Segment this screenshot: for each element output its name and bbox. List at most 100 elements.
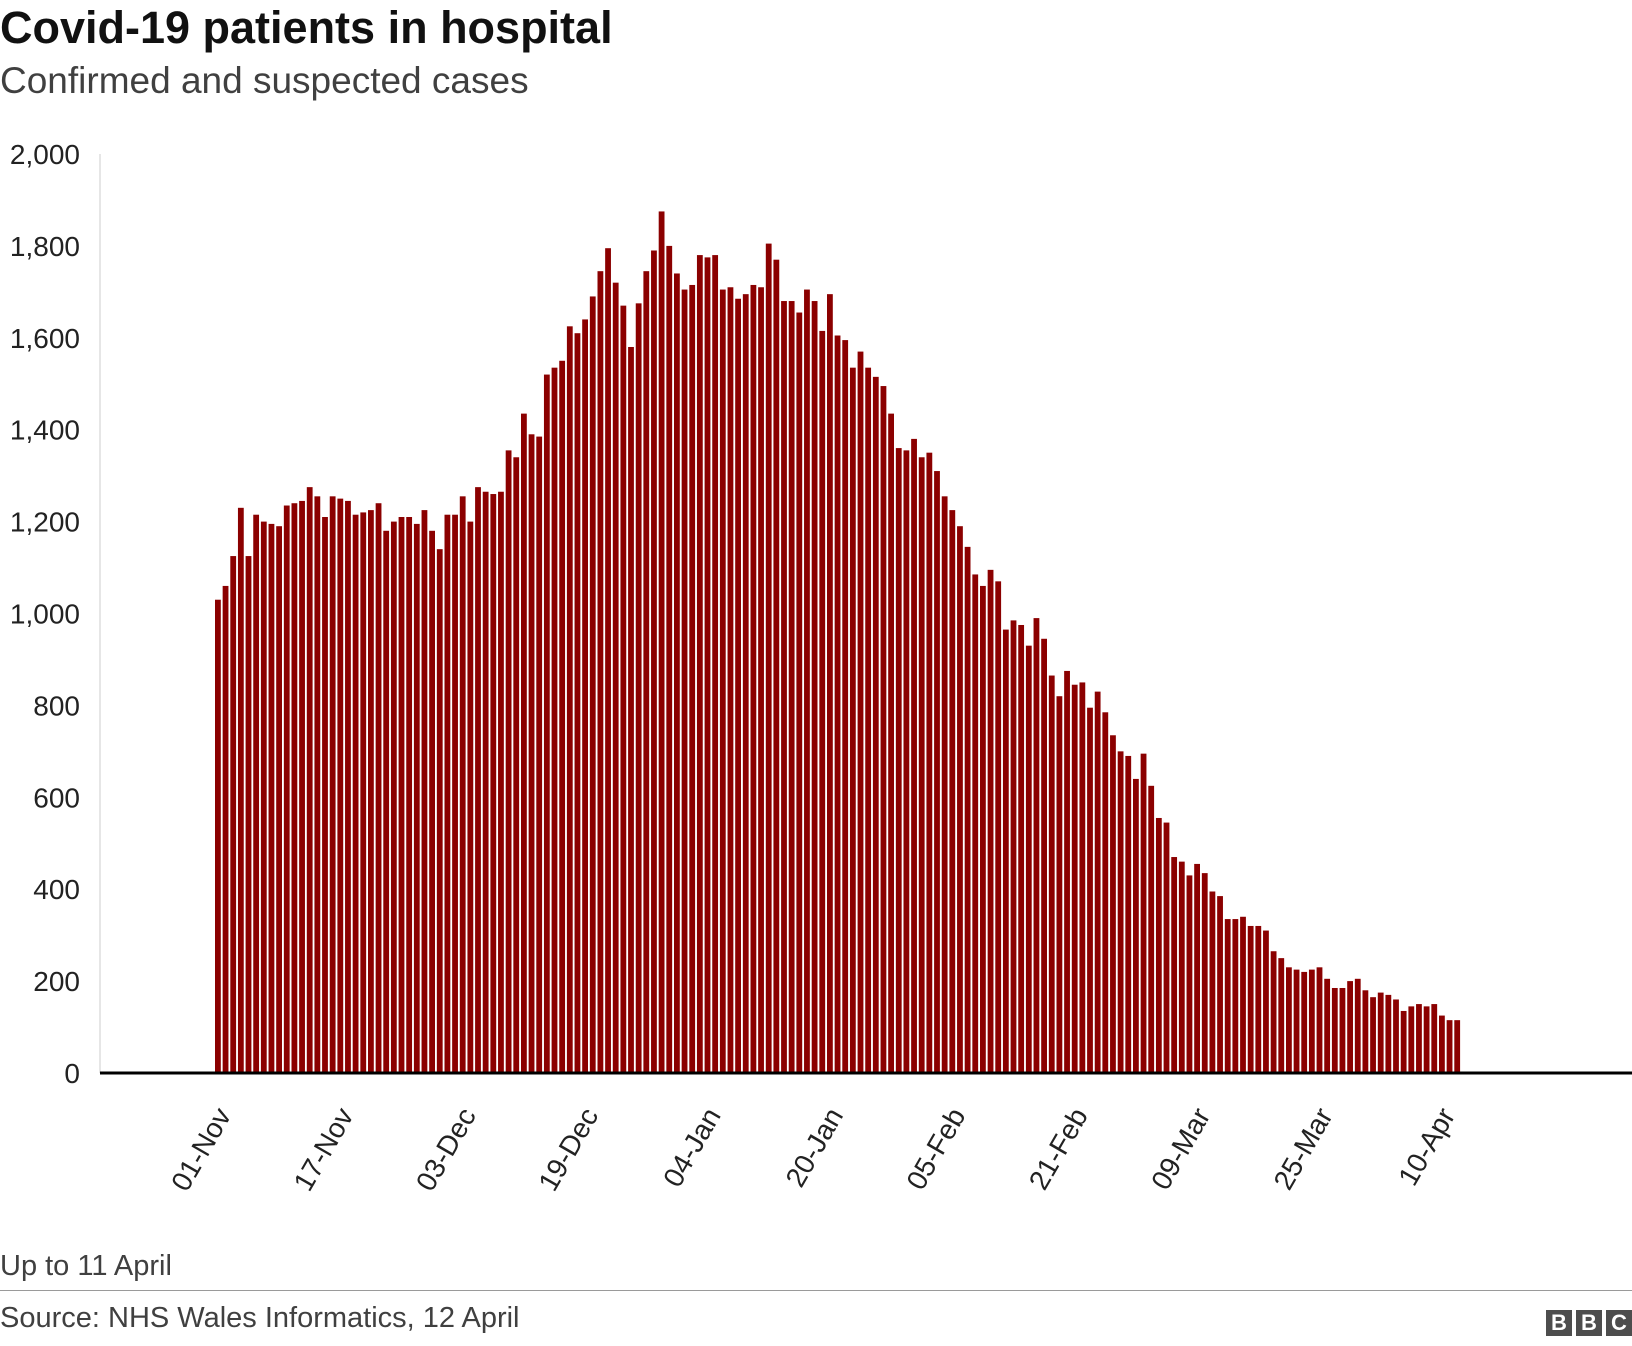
x-tick-label: 10-Apr xyxy=(1392,1103,1461,1191)
bar xyxy=(513,457,520,1073)
bar xyxy=(375,503,382,1074)
bar xyxy=(635,303,642,1073)
bar xyxy=(712,255,719,1074)
bar xyxy=(1148,785,1155,1073)
bar xyxy=(268,523,275,1073)
bar xyxy=(1316,967,1323,1073)
y-tick-label: 400 xyxy=(33,874,80,905)
bar xyxy=(1354,978,1361,1073)
chart-title: Covid-19 patients in hospital xyxy=(0,2,613,53)
bar xyxy=(1178,861,1185,1073)
bar xyxy=(750,284,757,1073)
bar xyxy=(1056,696,1063,1073)
bar xyxy=(719,289,726,1073)
bar xyxy=(849,367,856,1073)
bar xyxy=(1018,624,1025,1073)
bar xyxy=(291,503,298,1074)
bar xyxy=(1163,822,1170,1073)
bar xyxy=(406,517,413,1073)
bar xyxy=(964,546,971,1073)
bar xyxy=(398,517,405,1073)
bar xyxy=(1331,987,1338,1073)
bar xyxy=(1286,967,1292,1073)
x-tick-label: 01-Nov xyxy=(165,1103,237,1197)
bar-chart: 0 200 400 600 800 1,000 1,200 1,400 1,600 1,800 2,… xyxy=(10,139,1632,1197)
bbc-logo: B B C xyxy=(1546,1310,1632,1336)
bar xyxy=(1255,925,1262,1073)
bar xyxy=(597,271,604,1073)
bar xyxy=(436,549,443,1073)
bar xyxy=(980,585,986,1073)
bar xyxy=(995,581,1002,1073)
bar xyxy=(1385,994,1392,1073)
x-tick-label: 09-Mar xyxy=(1145,1103,1216,1195)
bar xyxy=(1408,1006,1415,1073)
x-tick-label: 05-Feb xyxy=(900,1103,971,1195)
bar xyxy=(1079,682,1086,1073)
y-tick-label: 800 xyxy=(33,690,80,721)
bar xyxy=(536,436,543,1073)
y-tick-label: 1,600 xyxy=(10,323,80,354)
bar xyxy=(696,255,703,1074)
y-tick-label: 2,000 xyxy=(10,139,80,170)
bar xyxy=(628,346,634,1073)
bar xyxy=(987,569,994,1073)
bar xyxy=(620,305,627,1073)
bar xyxy=(926,452,933,1073)
bar xyxy=(521,413,527,1073)
y-tick-label: 1,000 xyxy=(10,599,80,630)
bar xyxy=(811,301,818,1073)
bar xyxy=(1064,670,1070,1073)
bar xyxy=(1133,778,1139,1073)
x-tick-label: 17-Nov xyxy=(288,1103,360,1197)
bar xyxy=(413,523,420,1073)
source-line: Source: NHS Wales Informatics, 12 April xyxy=(0,1302,520,1334)
bar xyxy=(804,289,810,1073)
bar xyxy=(1041,638,1047,1073)
bar xyxy=(773,259,780,1073)
bar xyxy=(704,257,711,1073)
bar xyxy=(421,510,428,1073)
bar xyxy=(1087,707,1093,1073)
bar xyxy=(1071,684,1078,1073)
bar xyxy=(689,284,696,1073)
bar xyxy=(765,243,772,1073)
bar xyxy=(1102,712,1109,1073)
x-tick-label: 21-Feb xyxy=(1023,1103,1094,1195)
bar xyxy=(1454,1020,1461,1073)
bar xyxy=(872,376,879,1073)
bar xyxy=(834,335,841,1073)
bar xyxy=(467,521,474,1073)
bar xyxy=(1446,1020,1453,1073)
bar xyxy=(368,510,374,1073)
bar xyxy=(742,294,749,1073)
bar xyxy=(1094,691,1101,1073)
bar xyxy=(1110,735,1116,1073)
bar xyxy=(1010,620,1017,1073)
bar xyxy=(1339,987,1346,1073)
bar xyxy=(1247,925,1254,1073)
bar xyxy=(314,496,321,1073)
x-tick-label: 03-Dec xyxy=(410,1103,482,1197)
bar xyxy=(1224,919,1231,1073)
bar xyxy=(299,500,305,1073)
bar xyxy=(658,211,665,1073)
bar xyxy=(260,521,267,1073)
bar xyxy=(1155,817,1162,1073)
bar xyxy=(957,526,963,1073)
bar xyxy=(1033,618,1040,1073)
x-tick-label: 04-Jan xyxy=(657,1103,727,1193)
bar xyxy=(459,496,466,1073)
bar xyxy=(276,526,282,1073)
bar xyxy=(895,448,902,1074)
bar xyxy=(1270,951,1277,1073)
bar xyxy=(674,273,680,1074)
bar xyxy=(528,434,535,1073)
bar xyxy=(1423,1006,1430,1073)
bar xyxy=(1263,930,1269,1073)
bar xyxy=(444,514,451,1073)
bar xyxy=(934,471,940,1073)
x-tick-label: 25-Mar xyxy=(1267,1103,1338,1195)
bar xyxy=(322,517,328,1073)
bar xyxy=(337,498,344,1073)
